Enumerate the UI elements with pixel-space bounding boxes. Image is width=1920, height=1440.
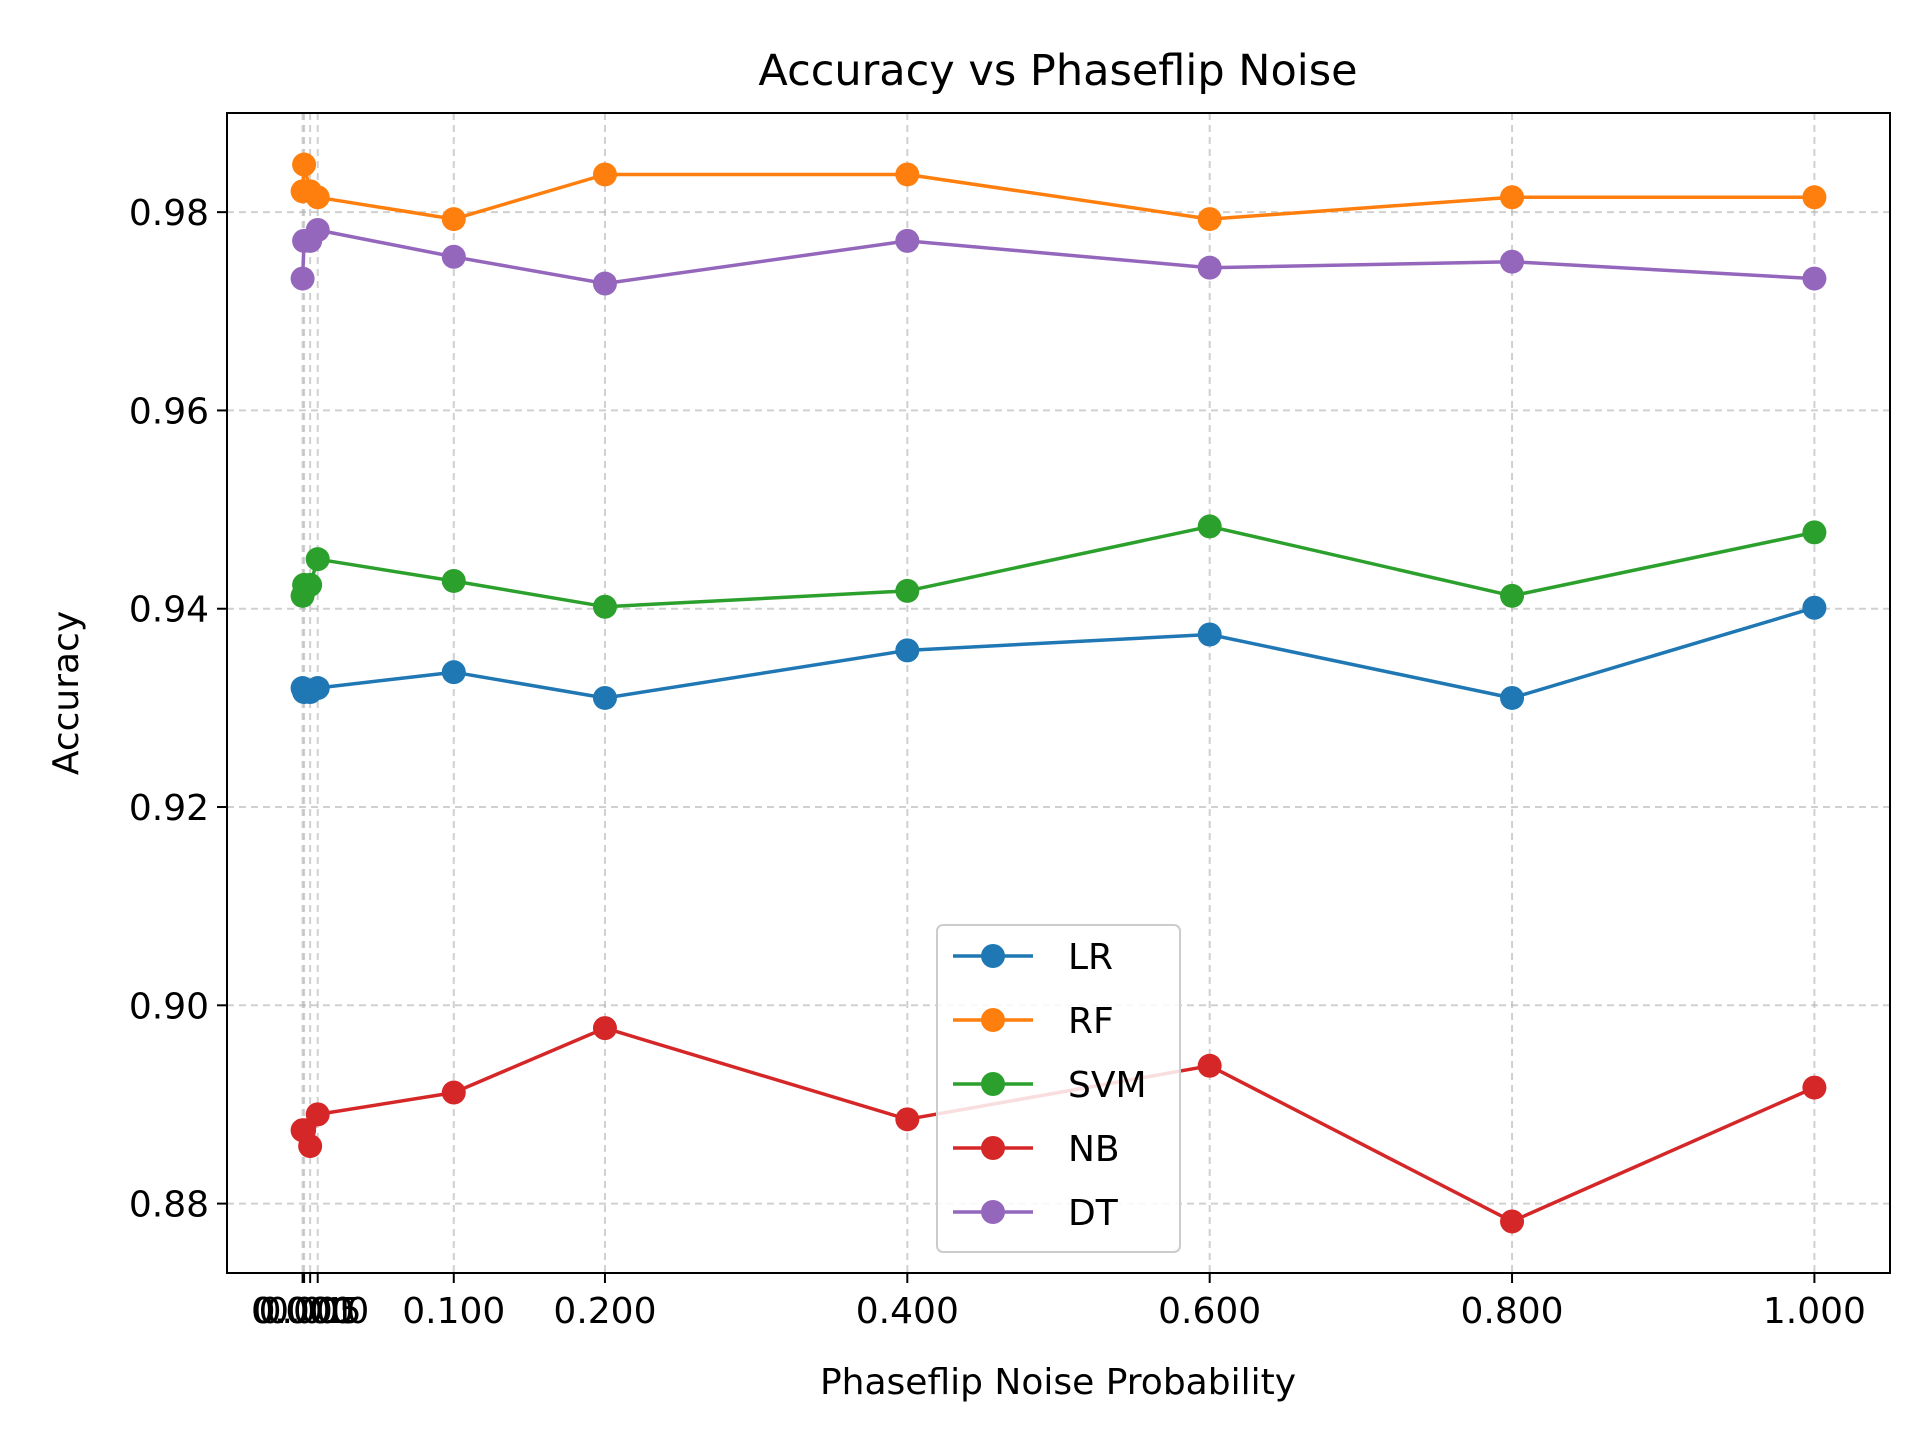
- x-tick-label: 0.100: [402, 1291, 505, 1332]
- data-point: [1802, 1075, 1827, 1100]
- data-point: [1197, 514, 1222, 539]
- series-line: [300, 606, 1815, 700]
- data-point: [1802, 520, 1827, 545]
- data-point: [305, 185, 330, 210]
- x-axis-title: Phaseflip Noise Probability: [820, 1362, 1296, 1403]
- data-point: [1802, 266, 1827, 291]
- data-point: [895, 228, 920, 253]
- x-tick-label: 0.005: [259, 1291, 362, 1332]
- y-tick-label: 0.92: [129, 788, 209, 829]
- data-point: [895, 638, 920, 663]
- legend-label: NB: [1068, 1129, 1120, 1170]
- data-point: [1197, 622, 1222, 647]
- data-point: [592, 685, 617, 710]
- data-point: [298, 572, 323, 597]
- data-point: [895, 578, 920, 603]
- data-point: [1500, 685, 1525, 710]
- data-point: [441, 660, 466, 685]
- series-line: [300, 162, 1815, 221]
- data-point: [441, 207, 466, 232]
- legend-item-nb: NB: [953, 1129, 1120, 1170]
- x-tick-label: 0.600: [1158, 1291, 1261, 1332]
- data-point: [305, 1102, 330, 1127]
- data-point: [1197, 255, 1222, 280]
- y-tick-label: 0.94: [129, 590, 209, 631]
- x-tick-label: 0.800: [1461, 1291, 1564, 1332]
- data-point: [1500, 185, 1525, 210]
- data-point: [305, 217, 330, 242]
- data-point: [441, 1080, 466, 1105]
- data-point: [1197, 1053, 1222, 1078]
- y-tick-label: 0.98: [129, 193, 209, 234]
- series-line: [300, 228, 1815, 286]
- legend-label: SVM: [1068, 1065, 1147, 1106]
- data-point: [1197, 207, 1222, 232]
- legend-marker: [981, 1008, 1005, 1032]
- y-tick-label: 0.96: [129, 391, 209, 432]
- x-tick-label: 0.010: [266, 1291, 369, 1332]
- data-point: [592, 271, 617, 296]
- data-point: [592, 594, 617, 619]
- legend-frame: [936, 924, 1181, 1253]
- data-point: [1500, 249, 1525, 274]
- data-point: [1802, 185, 1827, 210]
- x-tick-label: 0.000: [251, 1291, 354, 1332]
- y-tick-label: 0.90: [129, 986, 209, 1027]
- y-axis: 0.88 0.90 0.92 0.94 0.96 0.98: [129, 193, 227, 1226]
- y-tick-label: 0.88: [129, 1185, 209, 1226]
- legend-marker: [981, 1072, 1005, 1096]
- data-point: [298, 1134, 323, 1159]
- legend-label: DT: [1068, 1193, 1119, 1234]
- series-rf: [290, 152, 1827, 232]
- legend-item-rf: RF: [953, 1001, 1114, 1042]
- x-tick-label: 1.000: [1763, 1291, 1866, 1332]
- legend-label: LR: [1068, 937, 1113, 978]
- legend-item-lr: LR: [953, 937, 1113, 978]
- legend-marker: [981, 1136, 1005, 1160]
- series-layer: [290, 152, 1827, 1234]
- x-tick-label: 0.400: [856, 1291, 959, 1332]
- data-point: [895, 162, 920, 187]
- legend-label: RF: [1068, 1001, 1114, 1042]
- data-point: [292, 152, 317, 177]
- series-svm: [290, 514, 1827, 619]
- series-dt: [290, 217, 1827, 296]
- data-point: [1500, 583, 1525, 608]
- series-nb: [290, 1016, 1827, 1234]
- plot-frame: [226, 112, 1891, 1274]
- x-tick-label: 0.001: [253, 1291, 356, 1332]
- legend-item-dt: DT: [953, 1193, 1119, 1234]
- data-point: [592, 162, 617, 187]
- x-tick-label: 0.200: [553, 1291, 656, 1332]
- data-point: [441, 568, 466, 593]
- data-point: [290, 266, 315, 291]
- data-point: [305, 676, 330, 701]
- series-line: [300, 524, 1815, 609]
- legend-item-svm: SVM: [953, 1065, 1147, 1106]
- series-lr: [290, 595, 1827, 710]
- data-point: [305, 547, 330, 572]
- y-axis-title: Accuracy: [46, 611, 87, 775]
- data-point: [895, 1107, 920, 1132]
- data-point: [1500, 1209, 1525, 1234]
- chart-title: Accuracy vs Phaseflip Noise: [758, 46, 1357, 96]
- legend: LR RF SVM NB DT: [936, 924, 1181, 1253]
- data-point: [1802, 595, 1827, 620]
- legend-marker: [981, 944, 1005, 968]
- data-point: [592, 1016, 617, 1041]
- data-point: [441, 244, 466, 269]
- legend-marker: [981, 1200, 1005, 1224]
